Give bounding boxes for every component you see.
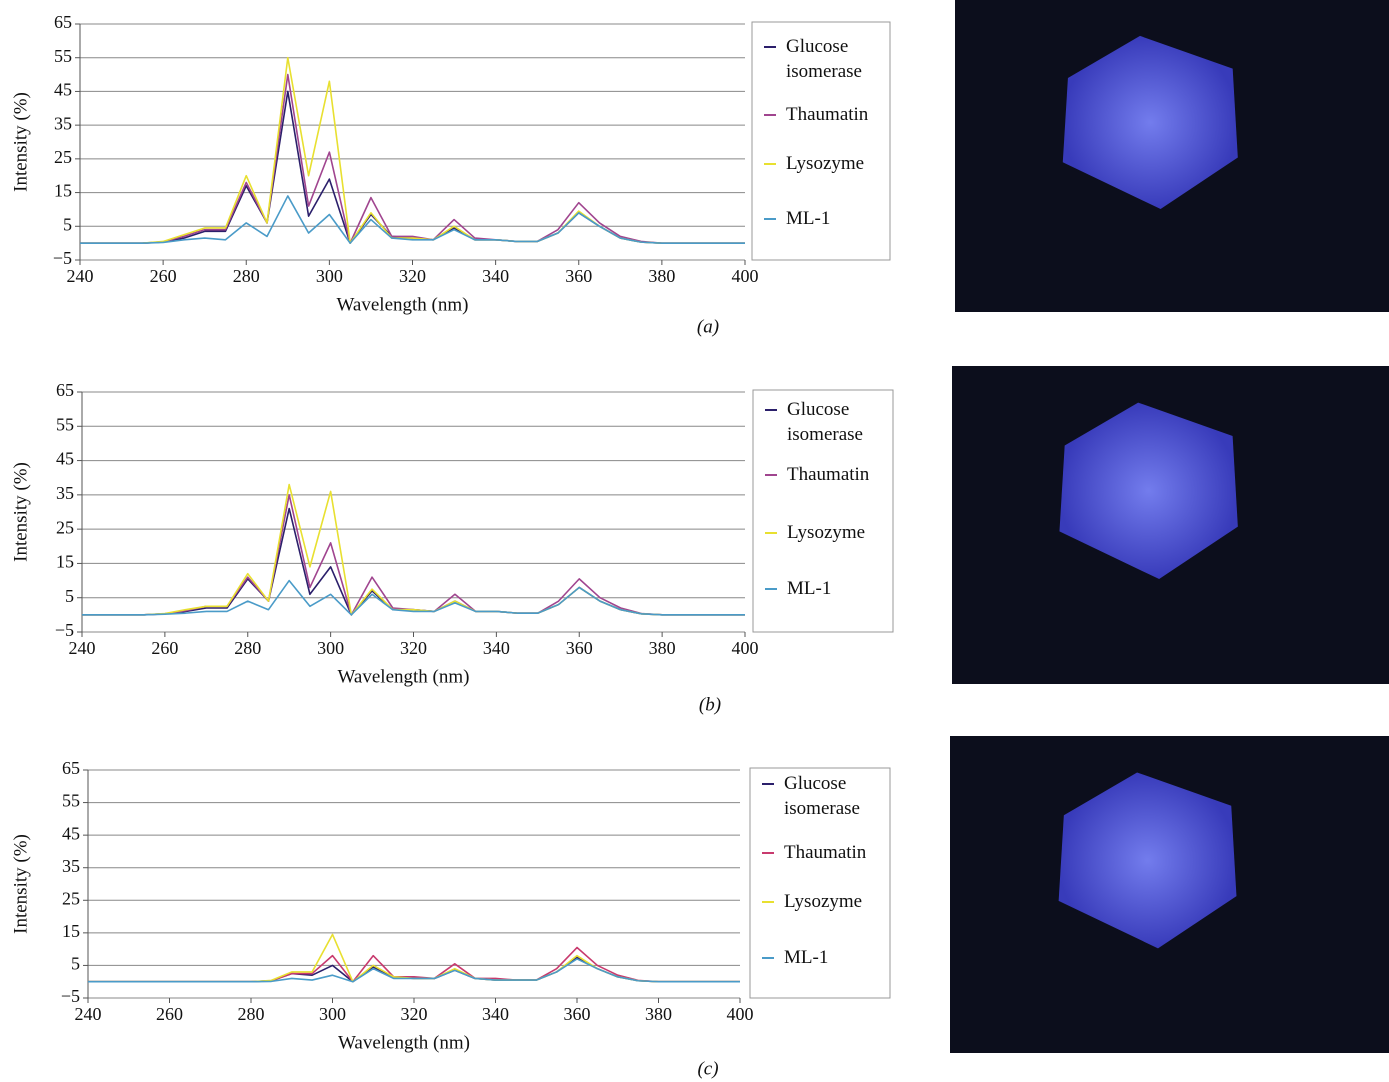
y-tick-label: 55 [56, 414, 74, 434]
legend-label: Thaumatin [786, 104, 869, 125]
legend-label: ML-1 [784, 947, 829, 968]
x-tick-label: 260 [150, 266, 177, 286]
x-tick-label: 300 [317, 638, 344, 658]
y-tick-label: 25 [62, 888, 80, 908]
x-tick-label: 360 [564, 1004, 591, 1024]
y-tick-label: 65 [62, 758, 80, 778]
x-tick-label: 360 [566, 638, 593, 658]
series-line [82, 579, 745, 616]
x-tick-label: 400 [732, 266, 759, 286]
y-tick-label: 45 [62, 823, 80, 843]
crystal [1059, 402, 1238, 580]
y-tick-label: −5 [61, 986, 80, 1006]
x-tick-label: 300 [319, 1004, 346, 1024]
y-tick-label: 45 [54, 80, 72, 100]
x-tick-label: 360 [565, 266, 592, 286]
legend-label: Lysozyme [786, 153, 865, 174]
y-tick-label: 25 [56, 517, 74, 537]
series-line [80, 73, 745, 244]
caption: (a) [697, 316, 719, 337]
x-tick-label: 380 [648, 266, 675, 286]
y-tick-label: 15 [56, 552, 74, 572]
x-tick-label: 340 [482, 266, 509, 286]
x-tick-label: 340 [483, 638, 510, 658]
y-tick-label: 25 [54, 147, 72, 167]
y-tick-label: 65 [54, 12, 72, 32]
y-tick-label: 35 [62, 856, 80, 876]
series-line [88, 933, 740, 983]
legend-label: Thaumatin [784, 842, 867, 863]
caption: (c) [697, 1058, 718, 1079]
legend-label: ML-1 [786, 208, 831, 229]
legend-box [751, 21, 891, 261]
legend-label: Lysozyme [787, 522, 866, 543]
x-tick-label: 260 [156, 1004, 183, 1024]
y-tick-label: 35 [56, 483, 74, 503]
series-line [88, 946, 740, 983]
series-line [82, 494, 745, 616]
series-line [80, 195, 745, 244]
x-tick-label: 240 [69, 638, 96, 658]
x-tick-label: 240 [75, 1004, 102, 1024]
series-line [80, 56, 745, 244]
y-tick-label: 15 [54, 181, 72, 201]
x-tick-label: 320 [400, 638, 427, 658]
y-tick-label: −5 [53, 248, 72, 268]
crystal [1062, 35, 1238, 210]
x-tick-label: 400 [727, 1004, 754, 1024]
y-tick-label: 5 [65, 586, 74, 606]
series-line [82, 483, 745, 616]
x-axis-label: Wavelength (nm) [338, 666, 470, 687]
y-axis-label: Intensity (%) [10, 834, 31, 934]
legend-label: ML-1 [787, 578, 832, 599]
series-line [82, 507, 745, 616]
y-axis-label: Intensity (%) [10, 92, 31, 192]
y-tick-label: 45 [56, 449, 74, 469]
y-tick-label: 55 [54, 46, 72, 66]
x-tick-label: 300 [316, 266, 343, 286]
x-tick-label: 380 [645, 1004, 672, 1024]
y-tick-label: 55 [62, 791, 80, 811]
x-tick-label: 280 [233, 266, 260, 286]
legend-label: Glucose isomerase [787, 399, 863, 445]
caption: (b) [699, 694, 721, 715]
x-tick-label: 280 [238, 1004, 265, 1024]
x-tick-label: 260 [151, 638, 178, 658]
series-line [88, 958, 740, 983]
y-tick-label: 5 [63, 214, 72, 234]
x-tick-label: 320 [399, 266, 426, 286]
x-axis-label: Wavelength (nm) [338, 1032, 470, 1053]
y-tick-label: 15 [62, 921, 80, 941]
legend-box [752, 389, 894, 633]
legend-label: Glucose isomerase [786, 36, 862, 82]
x-tick-label: 340 [482, 1004, 509, 1024]
legend-label: Thaumatin [787, 464, 870, 485]
x-tick-label: 280 [234, 638, 261, 658]
y-tick-label: 65 [56, 380, 74, 400]
y-tick-label: 5 [71, 954, 80, 974]
legend-box [749, 767, 891, 999]
x-tick-label: 240 [67, 266, 94, 286]
legend-label: Glucose isomerase [784, 773, 860, 819]
x-tick-label: 320 [401, 1004, 428, 1024]
series-line [80, 90, 745, 244]
y-tick-label: 35 [54, 113, 72, 133]
y-tick-label: −5 [55, 620, 74, 640]
x-axis-label: Wavelength (nm) [337, 294, 469, 315]
y-axis-label: Intensity (%) [10, 462, 31, 562]
legend-label: Lysozyme [784, 891, 863, 912]
x-tick-label: 400 [732, 638, 759, 658]
crystal [1058, 772, 1237, 949]
x-tick-label: 380 [649, 638, 676, 658]
